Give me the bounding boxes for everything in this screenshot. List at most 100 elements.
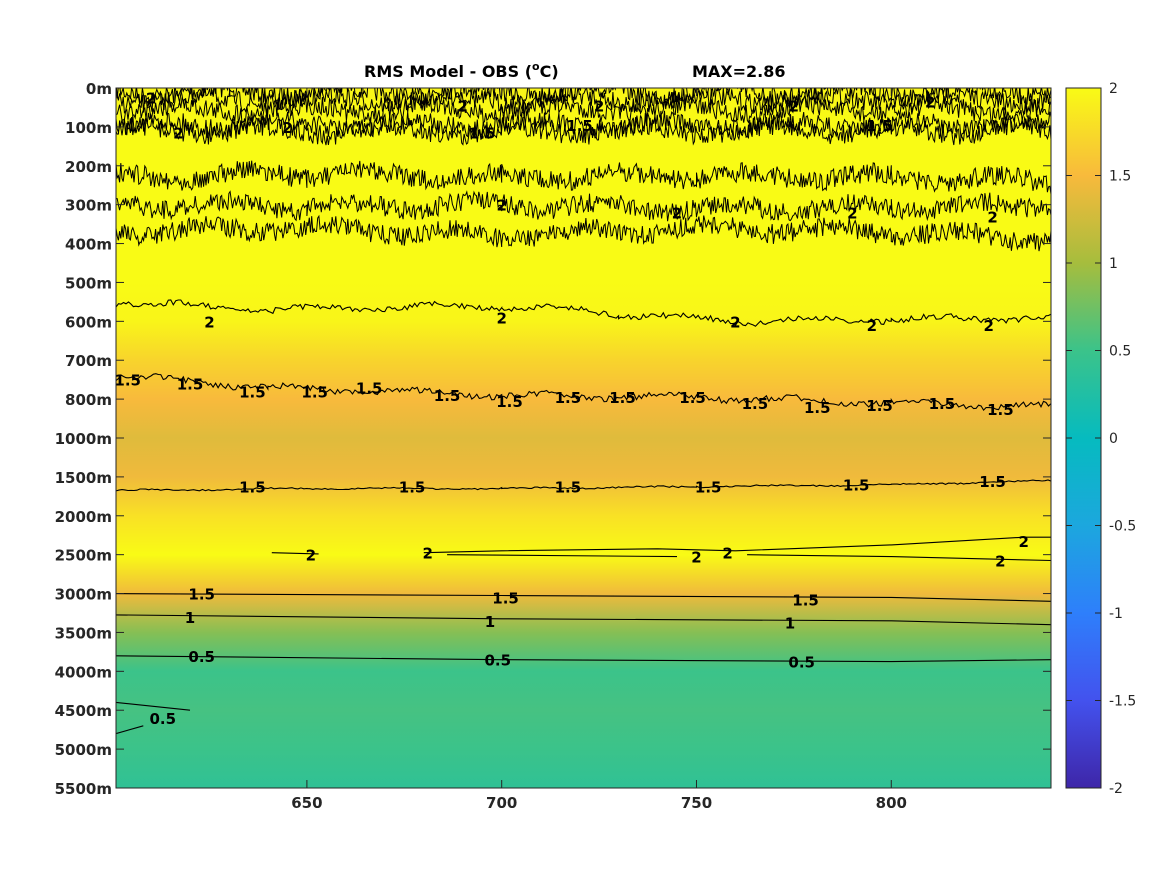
contour-label: 2	[496, 309, 506, 327]
contour-label-text: 1.5	[301, 383, 328, 401]
contour-label: 2	[691, 549, 701, 567]
contour-label-text: 2	[987, 208, 997, 226]
contour-label: 2	[722, 545, 732, 563]
contour-label-text: 1.5	[239, 383, 266, 401]
contour-label: 1.5	[843, 477, 870, 495]
contour-label: 2	[422, 545, 432, 563]
contour-label-text: 2	[1018, 533, 1028, 551]
contour-label: 1.5	[695, 479, 722, 497]
contour-label-text: 1.5	[609, 389, 636, 407]
contour-label-layer: 2 21.52 2 21.51.52 22 2 2 22 2 2 2 21.5 1.5 1.5 1.5 1.5…	[114, 90, 1029, 728]
y-tick-label: 500m	[65, 274, 112, 292]
y-tick-label: 800m	[65, 391, 112, 409]
contour-label-text: 1.5	[177, 376, 204, 394]
contour-label: 1.5	[492, 589, 519, 607]
contour-label-text: 1.5	[695, 479, 722, 497]
contour-label-text: 1.5	[742, 395, 769, 413]
contour-line	[747, 554, 1051, 562]
y-tick-label: 100m	[65, 119, 112, 137]
colorbar-tick-label: -0.5	[1109, 519, 1136, 535]
contour-label: 2	[1018, 533, 1028, 551]
contour-label-text: 2	[847, 204, 857, 222]
contour-label: 2	[496, 197, 506, 215]
contour-label: 2	[987, 208, 997, 226]
title-max: MAX=2.86	[692, 62, 786, 81]
contour-label-text: 2	[995, 553, 1005, 571]
contour-label: 1.5	[356, 379, 383, 397]
contour-label-text: 1	[185, 609, 195, 627]
contour-label: 1.5	[792, 591, 819, 609]
contour-line	[116, 655, 1051, 663]
contour-label: 1.5	[496, 393, 523, 411]
y-tick-label: 5500m	[55, 780, 112, 798]
contour-line	[116, 701, 191, 711]
contour-label-text: 2	[925, 94, 935, 112]
contour-label: 2	[925, 94, 935, 112]
contour-label: 2	[173, 125, 183, 143]
y-tick-label: 2000m	[55, 508, 112, 526]
contour-label-text: 2	[730, 313, 740, 331]
contour-label: 2	[995, 553, 1005, 571]
contour-label: 1.5	[742, 395, 769, 413]
contour-label-text: 1.5	[987, 401, 1014, 419]
contour-label: 1.5	[929, 395, 956, 413]
contour-label-text: 1.5	[929, 395, 956, 413]
contour-line	[116, 214, 1051, 252]
contour-line	[447, 554, 678, 558]
colorbar-tick-label: -2	[1109, 781, 1123, 797]
contour-label: 2	[306, 547, 316, 565]
y-tick-label: 2500m	[55, 547, 112, 565]
contour-label-text: 2	[789, 98, 799, 116]
chart-title: RMS Model - OBS (oC) MAX=2.86	[364, 60, 786, 81]
contour-label: 0.5	[188, 648, 215, 666]
contour-label-text: 1.5	[188, 586, 215, 604]
contour-label-text: 2	[722, 545, 732, 563]
contour-line	[116, 725, 144, 735]
y-tick-label: 4000m	[55, 663, 112, 681]
colorbar-tick-label: 2	[1109, 81, 1118, 97]
contour-line	[271, 552, 319, 555]
y-tick-label: 700m	[65, 352, 112, 370]
colorbar-tick-label: -1.5	[1109, 694, 1136, 710]
contour-label-text: 1.5	[555, 479, 582, 497]
contour-line	[116, 593, 1051, 602]
contour-line	[116, 190, 1051, 222]
contour-label: 1	[185, 609, 195, 627]
y-tick-label: 3000m	[55, 586, 112, 604]
contour-label-text: 0.5	[788, 654, 815, 672]
y-tick-label: 300m	[65, 197, 112, 215]
contour-label: 2	[204, 313, 214, 331]
contour-label-text: 1.5	[866, 117, 893, 135]
contour-label-text: 2	[173, 125, 183, 143]
contour-label: 2	[594, 98, 604, 116]
contour-label-text: 0.5	[188, 648, 215, 666]
contour-label-text: 1.5	[979, 473, 1006, 491]
contour-label-text: 1.5	[399, 479, 426, 497]
colorbar-tick-label: 0	[1109, 431, 1118, 447]
contour-line	[116, 614, 1051, 626]
heatmap-field	[116, 88, 1051, 788]
colorbar-tick-label: 1	[1109, 256, 1118, 272]
contour-label: 1.5	[188, 586, 215, 604]
contour-label-text: 1.5	[566, 117, 593, 135]
contour-line	[116, 373, 1051, 411]
contour-line	[116, 299, 1051, 328]
y-tick-label: 200m	[65, 158, 112, 176]
contour-label: 1.5	[555, 389, 582, 407]
contour-label: 1.5	[987, 401, 1014, 419]
contour-label: 2	[457, 98, 467, 116]
contour-label: 1.5	[866, 117, 893, 135]
y-tick-label: 400m	[65, 236, 112, 254]
contour-label-text: 1.5	[804, 399, 831, 417]
y-tick-label: 1500m	[55, 469, 112, 487]
contour-label: 1	[785, 615, 795, 633]
contour-label: 1.5	[177, 376, 204, 394]
contour-label-text: 0.5	[150, 710, 177, 728]
y-tick-label: 4500m	[55, 702, 112, 720]
contour-label-text: 2	[204, 313, 214, 331]
contour-label-text: 2	[282, 119, 292, 137]
y-tick-label: 600m	[65, 313, 112, 331]
contour-line	[116, 479, 1051, 492]
contour-label: 2	[730, 313, 740, 331]
